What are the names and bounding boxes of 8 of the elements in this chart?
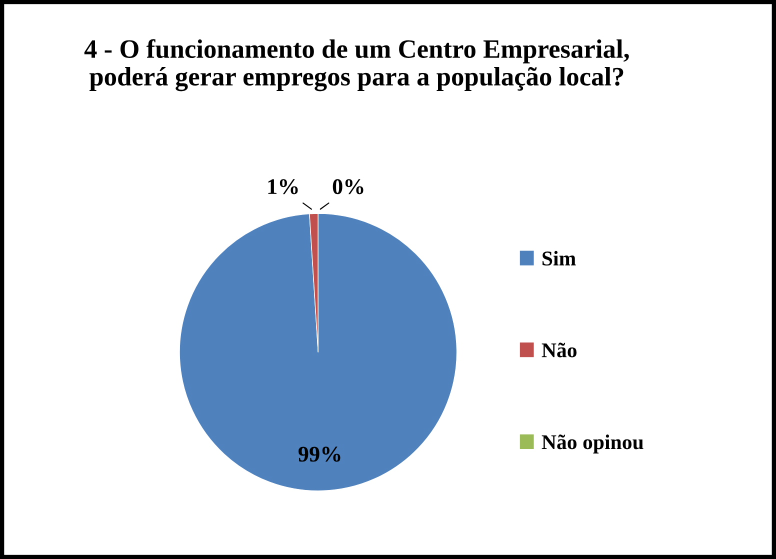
- chart-title: 4 - O funcionamento de um Centro Empresarial, poderá gerar empregos para a população local?: [84, 39, 629, 92]
- data-label: 1%: [268, 179, 298, 194]
- legend-label: Não: [542, 342, 577, 358]
- legend-label: Não opinou: [542, 434, 644, 454]
- legend-label: Sim: [542, 250, 576, 266]
- text: 0%: [332, 179, 364, 194]
- data-label: 99%: [298, 446, 340, 462]
- pie-slice: [179, 213, 458, 492]
